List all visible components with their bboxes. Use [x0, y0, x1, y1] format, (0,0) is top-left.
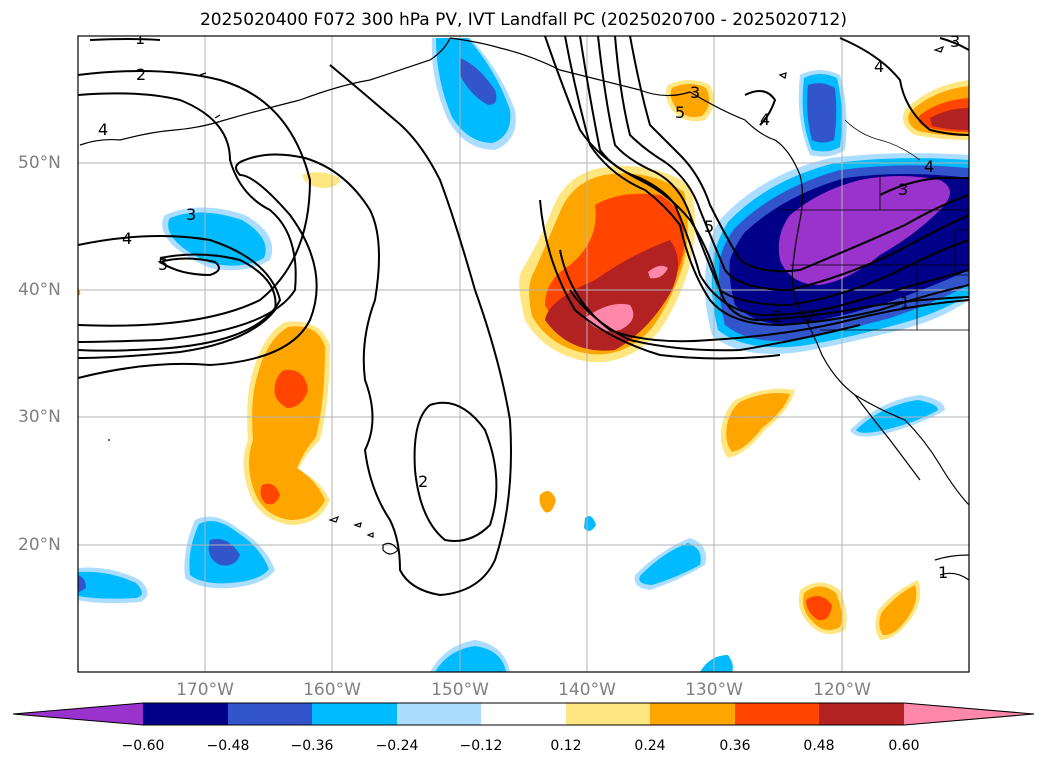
colorbar-bin [650, 703, 735, 725]
negative-blob-far-west [78, 567, 148, 604]
colorbar-tick-label: 0.48 [803, 738, 835, 754]
colorbar [12, 702, 1035, 726]
colorbar-tick-label: 0.36 [719, 738, 751, 754]
colorbar-bin [228, 703, 312, 725]
lat-label: 40°N [18, 280, 61, 300]
lat-label: 20°N [18, 535, 61, 555]
negative-blob-southwest [184, 516, 275, 589]
contour-label: 2 [805, 307, 815, 326]
lon-label: 130°W [685, 680, 743, 700]
contour-labels: 1 2 4 3 4 5 2 5 3 4 5 4 3 2 1 3 2 1 4 [98, 29, 960, 582]
positive-blob-gulf-alaska [665, 80, 714, 122]
contour-label: 4 [760, 110, 770, 129]
colorbar-extend-right [904, 703, 1034, 725]
contour-label: 5 [704, 217, 714, 236]
colorbar-bin [819, 703, 904, 725]
colorbar-tick-label: −0.60 [121, 738, 165, 754]
contour-label: 4 [122, 229, 132, 248]
positive-blob-small-north [302, 172, 340, 188]
coastlines [79, 37, 969, 581]
lon-label: 140°W [558, 680, 616, 700]
contour-label: 3 [186, 205, 196, 224]
colorbar-tick-label: 0.60 [888, 738, 920, 754]
colorbar-bin [735, 703, 819, 725]
contour-label: 3 [690, 83, 700, 102]
contour-label: 5 [675, 103, 685, 122]
contour-label: 2 [418, 472, 428, 491]
contour-label: 5 [158, 255, 168, 274]
contour-label: 1 [135, 29, 145, 48]
pv-contour-lines [78, 36, 969, 597]
contour-label: 4 [98, 120, 108, 139]
colorbar-tick-label: 0.12 [550, 738, 582, 754]
lat-label: 50°N [18, 153, 61, 173]
graticule [78, 36, 969, 672]
positive-blob-subtropical [243, 321, 330, 525]
positive-blob-east-subtropical [720, 388, 795, 458]
positive-blobs-south [78, 288, 921, 640]
colorbar-extend-left [13, 703, 143, 725]
lat-label: 30°N [18, 407, 61, 427]
colorbar-bin [566, 703, 650, 725]
positive-blob-central [519, 166, 695, 363]
map-title: 2025020400 F072 300 hPa PV, IVT Landfall… [199, 10, 847, 30]
negative-blob-south-central [634, 538, 706, 590]
colorbar-bin [397, 703, 481, 725]
contour-label: 2 [772, 307, 782, 326]
contour-label: 1 [938, 563, 948, 582]
contour-label: 4 [924, 157, 934, 176]
contour-label: 2 [136, 65, 146, 84]
colorbar-bin [312, 703, 397, 725]
colorbar-tick-label: −0.48 [206, 738, 250, 754]
lon-label: 120°W [813, 680, 871, 700]
positive-blob-northeast [902, 80, 969, 140]
contour-label: 3 [950, 32, 960, 51]
contour-label: 3 [898, 180, 908, 199]
colorbar-bin [481, 703, 566, 725]
negative-blob-northeast [798, 70, 847, 157]
lon-label: 150°W [431, 680, 489, 700]
colorbar-tick-label: −0.24 [375, 738, 419, 754]
negative-blob-north [431, 38, 516, 150]
contour-label: 1 [900, 293, 910, 312]
negative-blob-south [430, 640, 733, 672]
colorbar-tick-label: −0.36 [290, 738, 334, 754]
lon-label: 170°W [176, 680, 234, 700]
colorbar-bin [143, 703, 228, 725]
colorbar-tick-label: −0.12 [459, 738, 503, 754]
lon-label: 160°W [303, 680, 361, 700]
colorbar-outline [12, 702, 1035, 726]
contour-label: 4 [874, 57, 884, 76]
colorbar-tick-label: 0.24 [634, 738, 666, 754]
plot-frame [77, 35, 970, 673]
